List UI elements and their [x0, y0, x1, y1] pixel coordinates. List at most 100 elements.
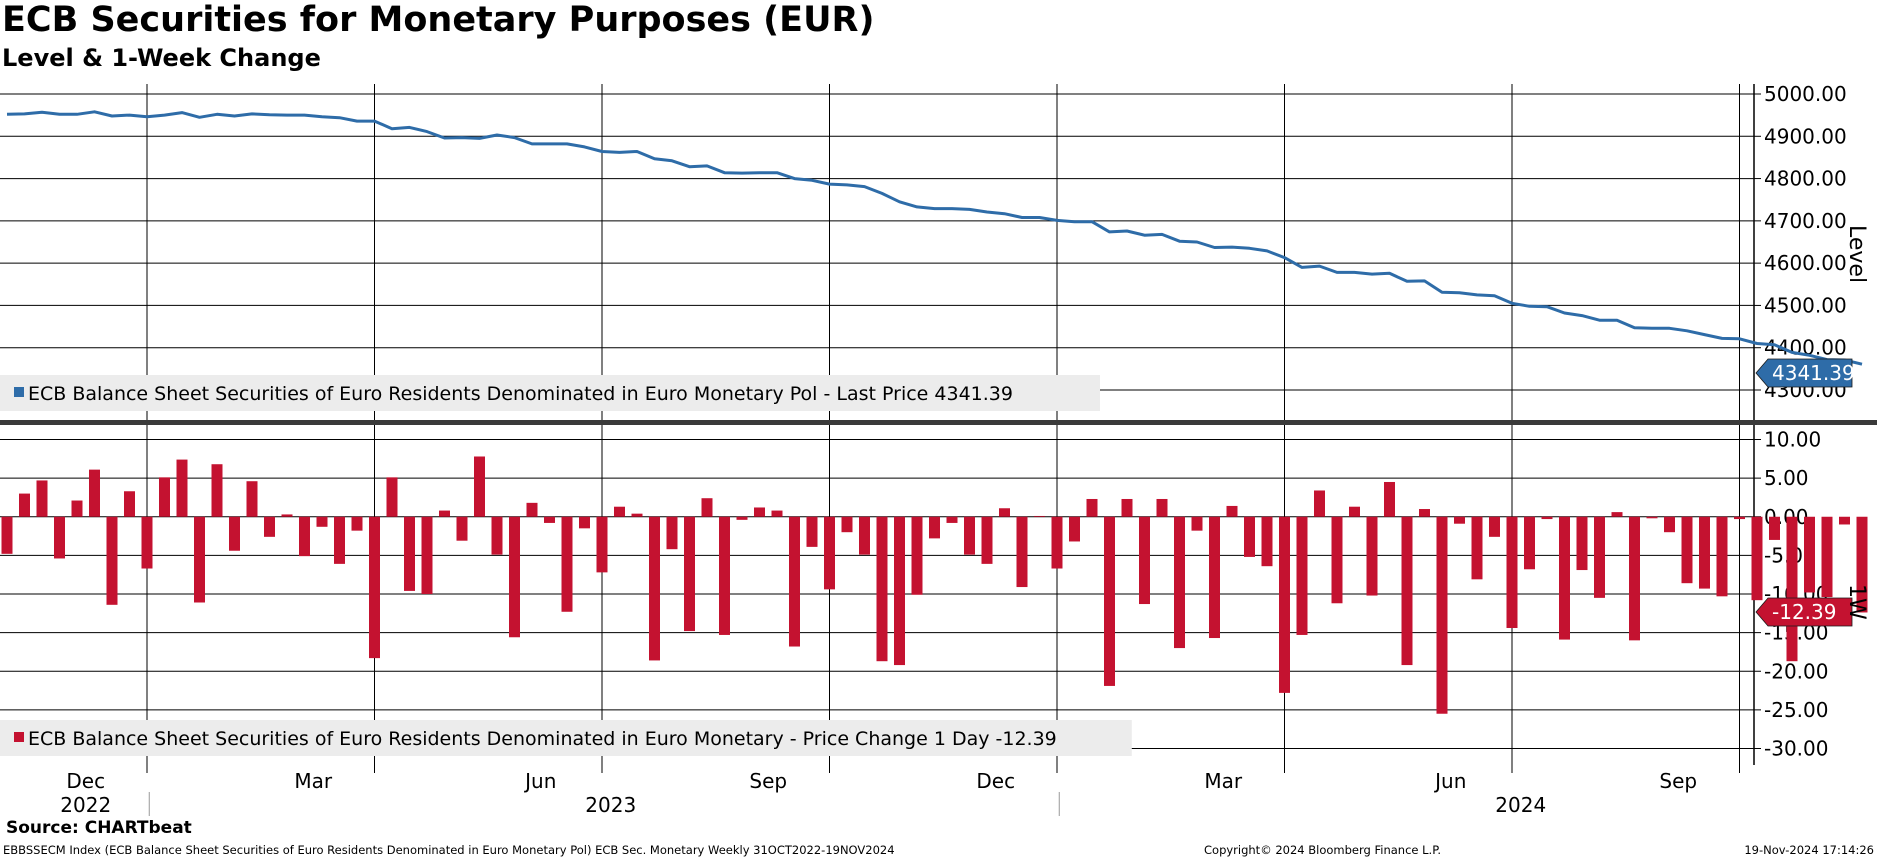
level-plot-area	[0, 84, 1754, 421]
level-legend-box	[0, 375, 1100, 411]
change-bar	[579, 516, 590, 529]
change-bar	[106, 516, 118, 605]
level-last-badge-shape	[1755, 358, 1853, 388]
change-tick-label: 5.00	[1764, 466, 1809, 490]
change-bar	[509, 516, 520, 638]
panel-separator	[0, 420, 1877, 425]
change-bar	[1384, 481, 1395, 517]
change-tick-label: -30.00	[1764, 737, 1828, 761]
change-bar	[456, 516, 468, 541]
change-bar	[474, 456, 485, 517]
change-bar	[1261, 516, 1273, 567]
change-last-badge-shape	[1755, 597, 1853, 627]
change-bar	[1314, 490, 1325, 517]
change-bar	[1401, 516, 1413, 666]
change-bar	[159, 477, 170, 517]
change-bar	[1489, 516, 1500, 537]
x-year-label: 2023	[585, 793, 636, 817]
change-legend-box	[0, 720, 1132, 756]
change-bar	[1471, 516, 1483, 580]
change-tick-label: 10.00	[1764, 428, 1821, 452]
x-year-label: 2022	[60, 793, 111, 817]
level-tick-label: 4600.00	[1764, 251, 1847, 275]
change-bar	[1594, 516, 1605, 598]
level-legend-swatch	[14, 387, 24, 397]
change-panel: 10.005.000.00-5.00-10.00-15.00-20.00-25.…	[0, 425, 1869, 773]
change-bar	[544, 516, 555, 523]
level-axis-label: Level	[1844, 225, 1869, 283]
change-tick-label: -20.00	[1764, 659, 1828, 683]
x-axis: Dec Mar Jun Sep Dec Mar Jun Sep 2022 2023 2024	[60, 769, 1697, 817]
change-bar	[1349, 506, 1360, 517]
change-bar	[1069, 516, 1080, 542]
change-bar	[404, 516, 415, 591]
x-month-label: Jun	[1433, 769, 1466, 793]
change-bar	[19, 493, 30, 517]
change-bar	[1839, 516, 1850, 525]
change-bar	[281, 514, 293, 517]
level-line	[6, 110, 1863, 366]
change-bar	[1016, 516, 1028, 588]
change-bar	[1366, 516, 1378, 596]
change-bar	[1646, 516, 1658, 519]
change-bar	[1576, 516, 1588, 571]
level-last-badge-text: 4341.39	[1772, 361, 1855, 385]
change-bar	[911, 516, 923, 595]
x-month-label: Jun	[523, 769, 556, 793]
change-bar	[369, 516, 380, 659]
change-bar	[719, 516, 730, 635]
change-bar	[981, 516, 993, 564]
timestamp: 19-Nov-2024 17:14:26	[1744, 843, 1874, 857]
change-bar	[1, 516, 13, 554]
change-bar	[334, 516, 345, 564]
change-bar	[806, 516, 818, 547]
level-tick-label: 5000.00	[1764, 82, 1847, 106]
change-bar	[1804, 516, 1815, 593]
change-bar	[526, 502, 538, 517]
change-bar	[1681, 516, 1693, 584]
change-bar	[946, 516, 958, 523]
x-month-label: Sep	[749, 769, 787, 793]
change-bar	[649, 516, 660, 661]
change-bar	[491, 516, 503, 555]
change-bar	[789, 516, 800, 647]
change-bar	[1331, 516, 1343, 604]
source-label: Source: CHARTbeat	[6, 818, 192, 838]
change-bar	[1156, 498, 1168, 517]
change-bar	[1734, 516, 1745, 520]
change-bar	[1664, 516, 1675, 533]
change-bar	[1629, 516, 1640, 641]
change-bar	[561, 516, 573, 612]
level-panel: 5000.00 4900.00 4800.00 4700.00 4600.00 4500.…	[0, 82, 1877, 425]
change-bar	[264, 516, 275, 537]
level-tick-label: 4500.00	[1764, 293, 1847, 317]
copyright: Copyright© 2024 Bloomberg Finance L.P.	[1204, 843, 1441, 857]
change-bar	[859, 516, 870, 555]
change-bar	[54, 516, 65, 559]
change-bar	[824, 516, 835, 590]
change-bar	[736, 516, 748, 520]
change-bar	[141, 516, 153, 569]
change-bar	[439, 510, 450, 517]
change-bar	[1699, 516, 1710, 589]
change-bar	[229, 516, 240, 551]
change-bar	[1524, 516, 1535, 570]
change-bar	[876, 516, 888, 662]
change-bar	[1051, 516, 1063, 569]
change-bar	[1419, 509, 1430, 517]
change-last-badge-text: -12.39	[1772, 600, 1836, 624]
change-tick-label: -25.00	[1764, 698, 1828, 722]
chart-title: ECB Securities for Monetary Purposes (EU…	[2, 0, 875, 40]
change-bar	[614, 506, 625, 517]
change-bar	[1506, 516, 1518, 628]
change-bar	[701, 498, 713, 517]
change-bar	[771, 510, 783, 517]
change-bar	[841, 516, 853, 533]
change-bar	[1226, 505, 1238, 517]
change-legend-swatch	[14, 732, 24, 742]
change-bar	[1086, 498, 1098, 517]
change-bar	[1279, 516, 1290, 693]
change-bar	[1104, 516, 1115, 686]
change-bar	[964, 516, 975, 555]
level-tick-label: 4900.00	[1764, 124, 1847, 148]
